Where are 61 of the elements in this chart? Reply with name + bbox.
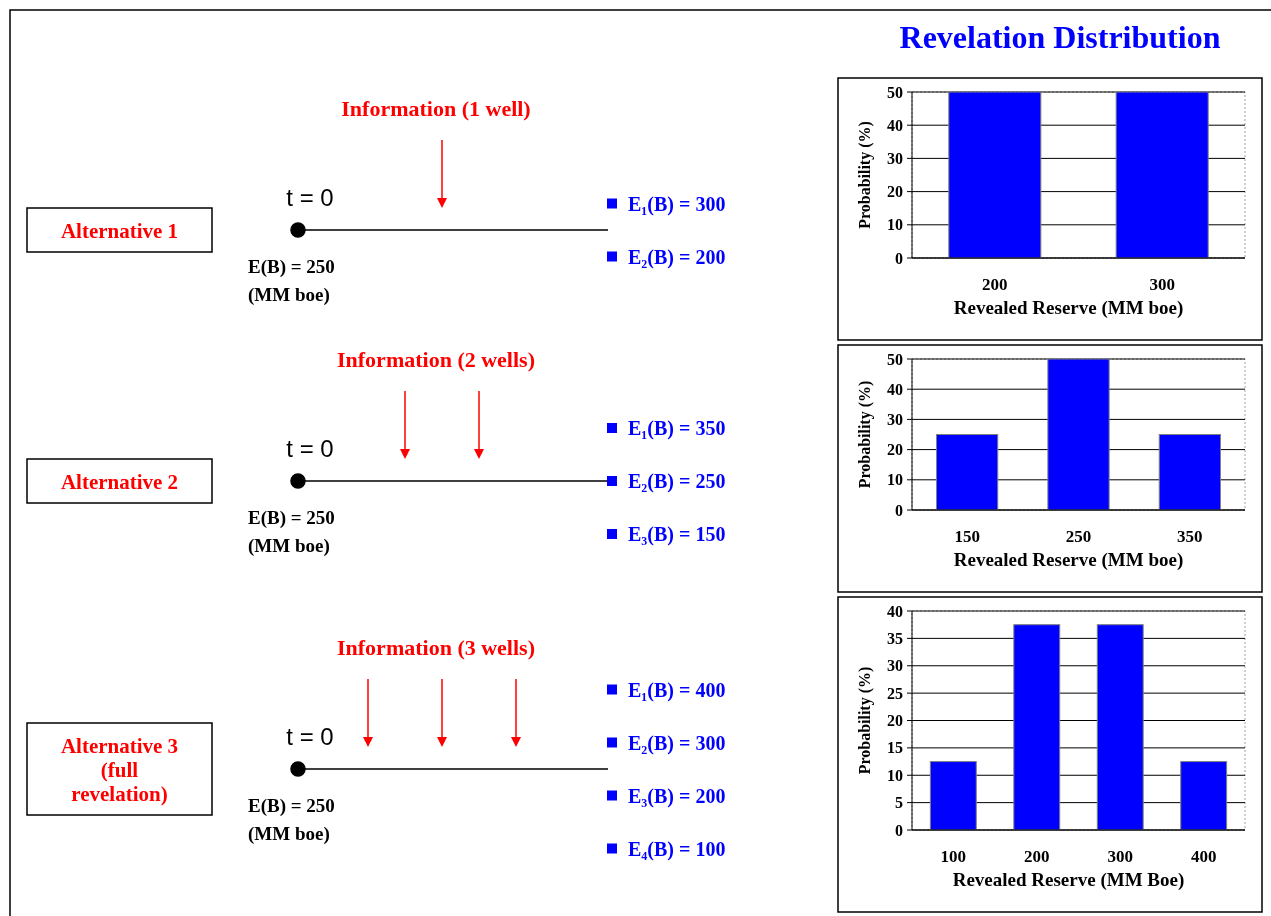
y-tick-label: 40 xyxy=(887,116,903,134)
text: E₂(B) = 250 xyxy=(628,470,726,493)
x-tick-label: 300 xyxy=(1107,847,1133,866)
text: E₄(B) = 100 xyxy=(628,837,726,861)
x-tick-label: 350 xyxy=(1177,527,1203,546)
x-tick-label: 100 xyxy=(940,847,967,866)
y-tick-label: 25 xyxy=(887,684,903,702)
y-tick-label: 30 xyxy=(887,150,903,167)
text: E(B) = 250 xyxy=(248,795,335,817)
x-axis-title: Revealed Reserve (MM boe) xyxy=(953,549,1184,571)
y-tick-label: 15 xyxy=(887,739,903,757)
text: Alternative 1 xyxy=(60,219,179,243)
text: Alternative 3 (full revelation) xyxy=(60,734,179,806)
x-axis-title: Revealed Reserve (MM Boe) xyxy=(952,869,1185,891)
x-tick-label: 300 xyxy=(1149,275,1175,294)
y-tick-label: 5 xyxy=(895,794,903,812)
x-tick-label: 200 xyxy=(982,275,1008,294)
text: (MM boe) xyxy=(248,823,330,845)
y-tick-label: 10 xyxy=(887,471,903,489)
text: Alternative 2 xyxy=(60,470,179,494)
y-tick-label: 40 xyxy=(887,602,903,620)
text: E₁(B) = 350 xyxy=(628,417,726,440)
text: E₁(B) = 300 xyxy=(628,192,726,216)
text: t = 0 xyxy=(286,435,334,462)
y-tick-label: 30 xyxy=(887,411,903,428)
y-tick-label: 40 xyxy=(887,380,903,398)
x-tick-label: 400 xyxy=(1190,847,1217,866)
text: t = 0 xyxy=(286,184,334,211)
y-axis-title: Probability (%) xyxy=(856,380,874,489)
y-tick-label: 0 xyxy=(895,821,903,839)
x-tick-label: 200 xyxy=(1024,847,1050,866)
text: E₃(B) = 200 xyxy=(628,784,726,808)
y-tick-label: 10 xyxy=(887,216,903,234)
chart-title: Revelation Distribution xyxy=(899,19,1221,55)
x-axis-title: Revealed Reserve (MM boe) xyxy=(953,297,1184,319)
x-tick-label: 150 xyxy=(954,527,980,546)
y-tick-label: 10 xyxy=(887,766,903,784)
text: Information (2 wells) xyxy=(337,347,535,372)
y-tick-label: 20 xyxy=(887,183,903,201)
y-tick-label: 0 xyxy=(895,249,903,267)
y-tick-label: 0 xyxy=(895,501,903,519)
text: Information (3 wells) xyxy=(337,635,535,660)
text: E(B) = 250 xyxy=(248,507,335,529)
text: Information (1 well) xyxy=(341,96,531,121)
y-tick-label: 35 xyxy=(887,629,903,647)
text: E(B) = 250 xyxy=(248,256,335,278)
y-axis-title: Probability (%) xyxy=(856,666,874,775)
text: t = 0 xyxy=(286,723,334,750)
x-tick-label: 250 xyxy=(1065,527,1092,546)
y-tick-label: 20 xyxy=(887,712,903,730)
text: E₂(B) = 200 xyxy=(628,245,726,269)
y-tick-label: 30 xyxy=(887,657,903,675)
y-tick-label: 20 xyxy=(887,441,903,459)
y-axis-title: Probability (%) xyxy=(856,121,874,229)
text: E₃(B) = 150 xyxy=(628,523,726,546)
text: (MM boe) xyxy=(248,535,330,557)
text: E₂(B) = 300 xyxy=(628,731,726,755)
y-tick-label: 50 xyxy=(887,83,903,101)
y-tick-label: 50 xyxy=(887,350,903,368)
text: (MM boe) xyxy=(248,284,330,306)
text: E₁(B) = 400 xyxy=(628,678,726,702)
